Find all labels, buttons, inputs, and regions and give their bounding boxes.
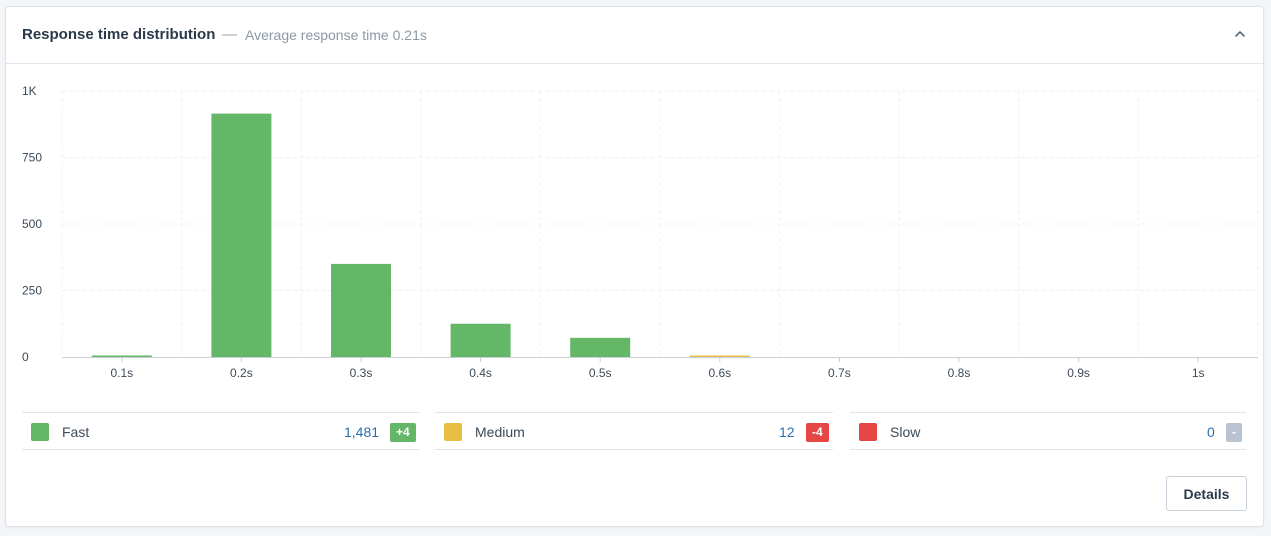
legend: Fast +4 1,481 Medium -4 12 Slow -0 — [22, 412, 1246, 452]
legend-count: 0 — [1207, 424, 1215, 440]
bar — [689, 355, 750, 357]
bar — [450, 323, 511, 357]
legend-label: Medium — [475, 424, 525, 440]
legend-count: 12 — [779, 424, 795, 440]
title-separator: — — [222, 26, 237, 43]
y-tick-label: 0 — [22, 350, 29, 364]
x-tick-label: 0.7s — [828, 366, 851, 380]
chevron-up-icon[interactable] — [1231, 25, 1249, 43]
x-tick-label: 0.9s — [1067, 366, 1090, 380]
bar — [211, 113, 272, 357]
x-tick-label: 0.5s — [589, 366, 612, 380]
x-tick-label: 1s — [1192, 366, 1205, 380]
card-subtitle: Average response time 0.21s — [245, 27, 427, 43]
x-tick-label: 0.1s — [110, 366, 133, 380]
card-header: Response time distribution — Average res… — [6, 7, 1263, 64]
x-tick-label: 0.3s — [350, 366, 373, 380]
legend-swatch — [859, 423, 877, 441]
card-title: Response time distribution — [22, 26, 216, 43]
y-tick-label: 750 — [22, 151, 42, 165]
bar — [91, 355, 152, 357]
trend-badge: +4 — [390, 423, 416, 442]
legend-label: Fast — [62, 424, 90, 440]
y-tick-label: 500 — [22, 217, 42, 231]
response-time-card: Response time distribution — Average res… — [5, 6, 1264, 527]
x-tick-label: 0.2s — [230, 366, 253, 380]
legend-count: 1,481 — [344, 424, 380, 440]
legend-swatch — [444, 423, 462, 441]
x-tick-label: 0.6s — [708, 366, 731, 380]
trend-badge: - — [1226, 423, 1242, 442]
legend-label: Slow — [890, 424, 921, 440]
legend-item-fast[interactable]: Fast +4 1,481 — [22, 412, 420, 450]
trend-badge: -4 — [806, 423, 829, 442]
x-tick-label: 0.4s — [469, 366, 492, 380]
legend-item-slow[interactable]: Slow -0 — [850, 412, 1246, 450]
details-button[interactable]: Details — [1166, 476, 1247, 511]
bar — [570, 337, 631, 357]
legend-swatch — [31, 423, 49, 441]
bar-chart: 0 250 500 750 1K 0.1s 0.2s 0.3s 0.4s 0.5s 0.6s 0.7s… — [22, 84, 1259, 380]
y-tick-label: 250 — [22, 284, 42, 298]
bar — [331, 263, 391, 357]
y-tick-label: 1K — [22, 84, 37, 98]
legend-item-medium[interactable]: Medium -4 12 — [435, 412, 833, 450]
x-tick-label: 0.8s — [948, 366, 971, 380]
